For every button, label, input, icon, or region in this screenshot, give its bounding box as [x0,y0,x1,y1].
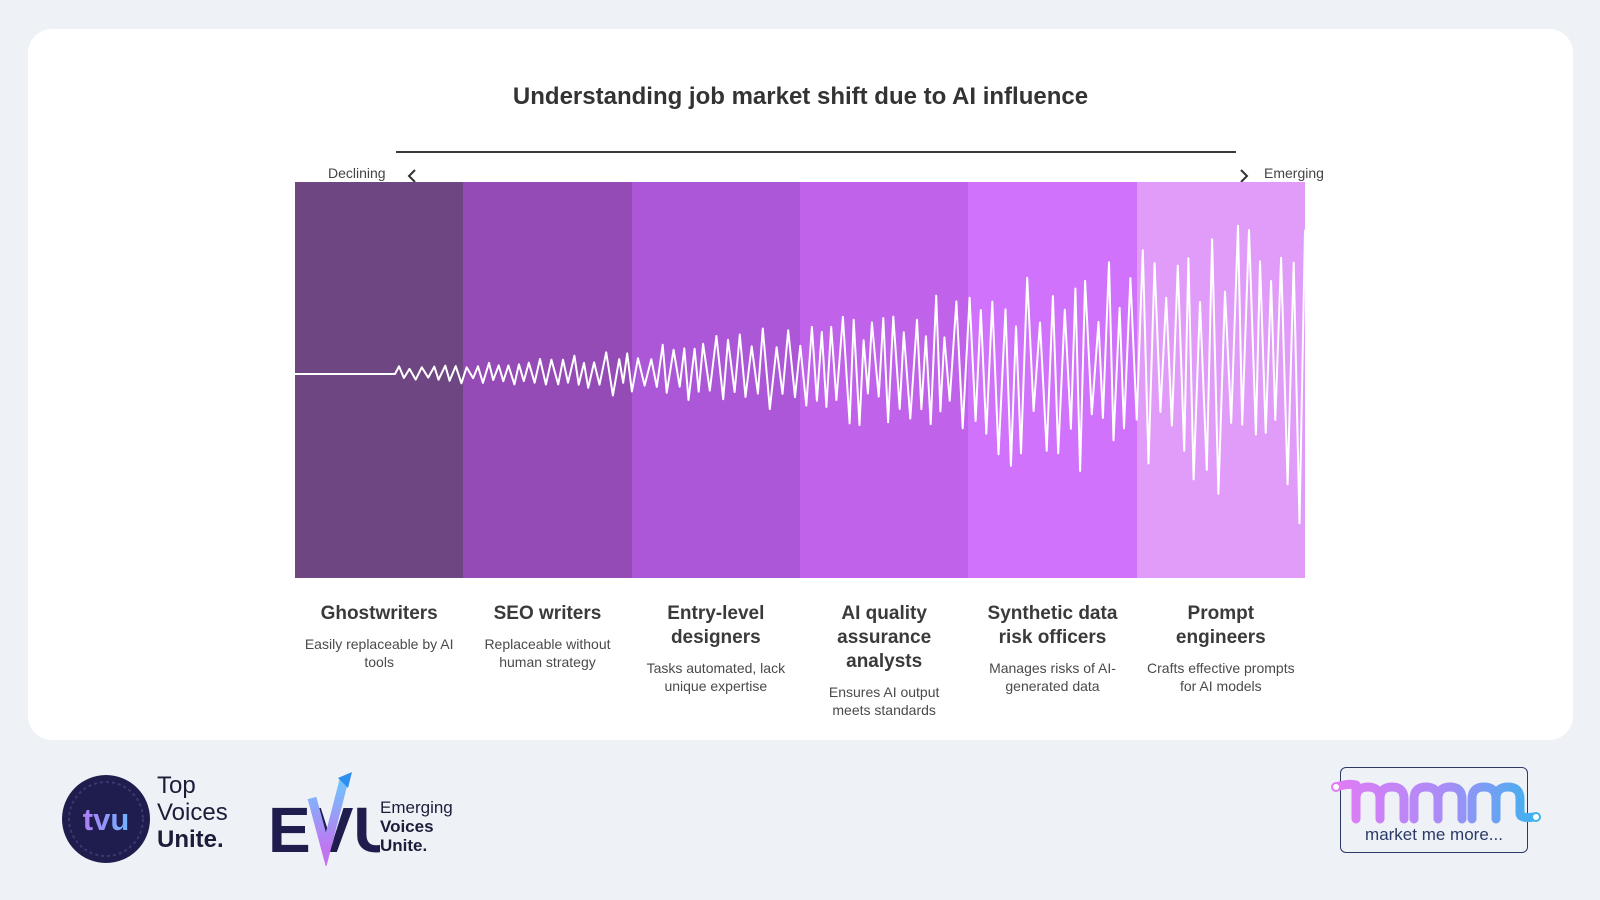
category-labels: Ghostwriters Easily replaceable by AI to… [295,602,1305,719]
logo-frame [1340,767,1528,853]
category-title: Ghostwriters [320,603,438,624]
category-prompt-engineers: Prompt engineers Crafts effective prompt… [1137,602,1305,719]
footer-logos: tvu Top Voices Unite. EVU Emerging Voice… [0,760,1600,900]
mmm-mark-icon [1331,779,1541,824]
market-me-more-logo: market me more... [1328,767,1546,867]
category-title: SEO writers [493,603,602,624]
category-ai-qa-analysts: AI quality assurance analysts Ensures AI… [800,602,968,719]
tvu-logo-text: Top Voices Unite. [157,772,228,853]
chevron-right-icon [1240,169,1249,183]
category-description: Ensures AI output meets standards [828,684,940,718]
job-bands [295,182,1305,578]
mmm-tagline: market me more... [1365,825,1503,844]
evu-logo-text: Emerging Voices Unite. [380,798,453,855]
category-ghostwriters: Ghostwriters Easily replaceable by AI to… [295,602,463,719]
category-description: Manages risks of AI-generated data [989,660,1116,694]
category-seo-writers: SEO writers Replaceable without human st… [463,602,631,719]
category-synthetic-data-risk-officers: Synthetic data risk officers Manages ris… [968,602,1136,719]
category-title: Prompt engineers [1175,603,1266,648]
signal-waveform [295,224,1305,525]
svg-text:tvu: tvu [83,802,130,837]
category-description: Crafts effective prompts for AI models [1147,660,1295,694]
category-description: Tasks automated, lack unique expertise [646,660,786,694]
waveform-line [295,224,1305,525]
axis-line [396,151,1236,153]
tvu-logo-icon: tvu [62,775,150,863]
band-entry-level-designers [631,182,800,578]
band-ghostwriters [295,182,464,578]
category-description: Easily replaceable by AI tools [304,636,454,670]
chevron-left-icon [407,169,416,183]
category-title: AI quality assurance analysts [837,603,932,672]
category-title: Synthetic data risk officers [987,603,1118,648]
axis-label-declining: Declining [328,165,386,181]
category-description: Replaceable without human strategy [484,636,611,670]
category-title: Entry-level designers [667,603,765,648]
page-title: Understanding job market shift due to AI… [512,83,1089,110]
axis-label-emerging: Emerging [1264,165,1324,181]
category-entry-level-designers: Entry-level designers Tasks automated, l… [632,602,800,719]
evu-logo-icon: EVU [268,772,380,866]
